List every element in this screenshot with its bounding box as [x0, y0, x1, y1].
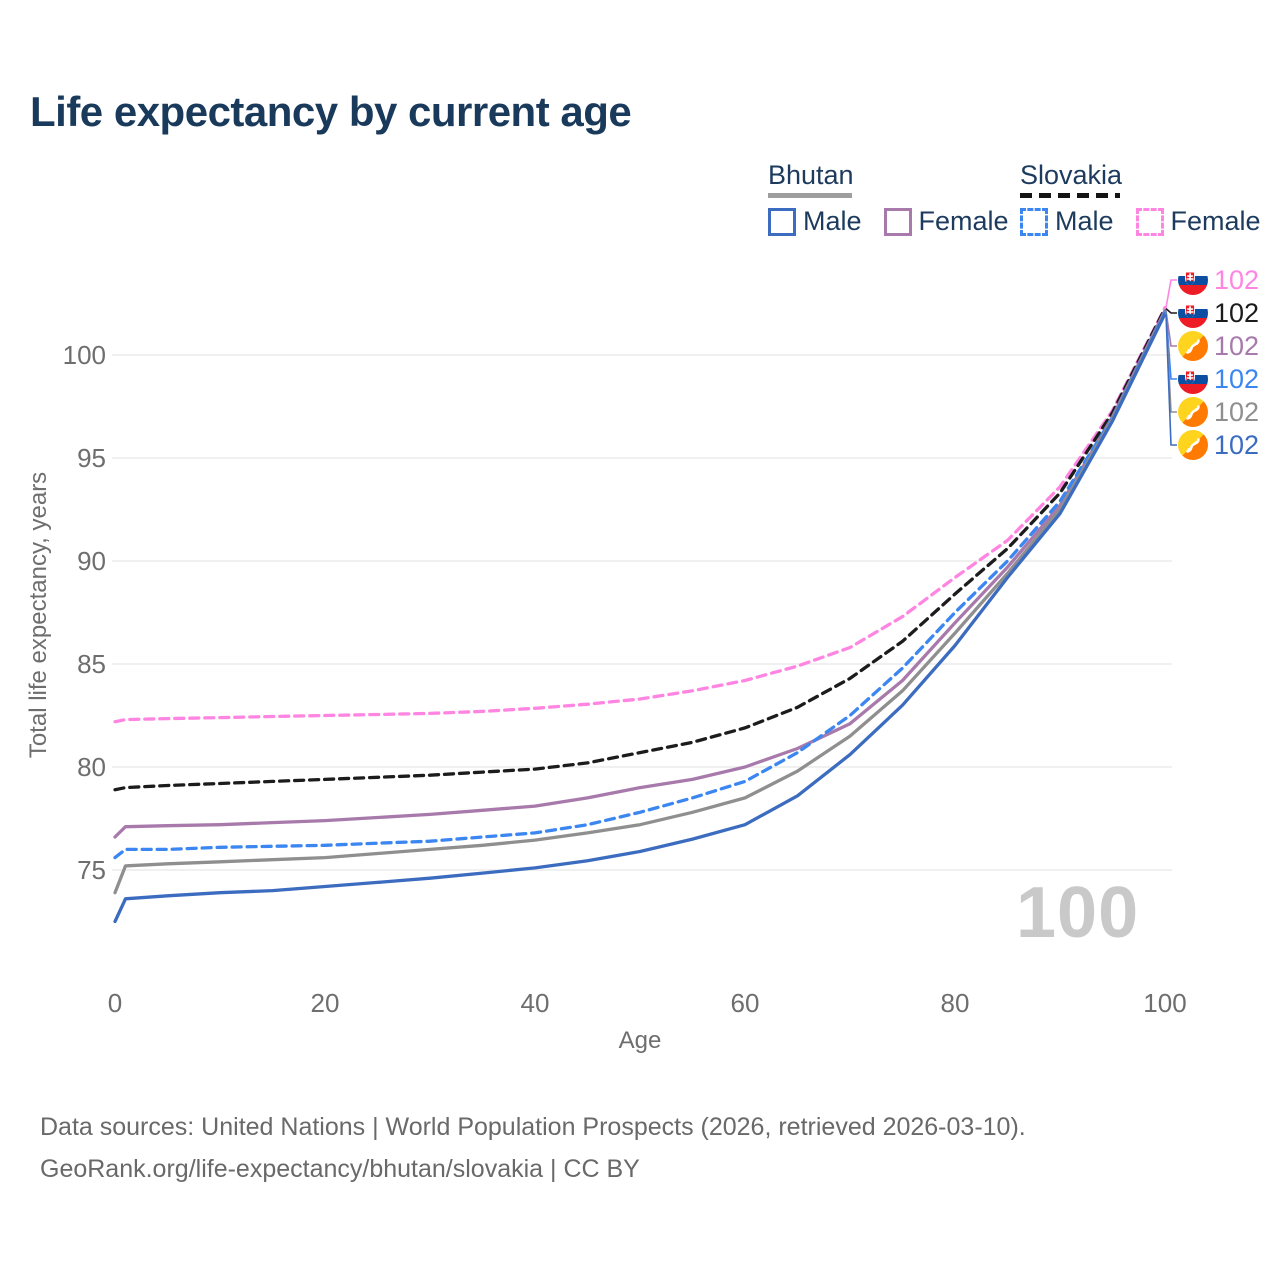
- x-tick-100: 100: [1143, 988, 1186, 1018]
- y-axis-ticks: 75 80 85 90 95 100: [63, 340, 106, 885]
- y-tick-90: 90: [77, 546, 106, 576]
- end-value-bhutan-female: 102: [1214, 331, 1259, 361]
- series-line-slovakia-male[interactable]: [113, 310, 1167, 860]
- legend: Bhutan Male Female Slovakia Male Female: [0, 160, 1280, 240]
- slovakia-male-swatch-icon: [1020, 207, 1048, 236]
- page-title: Life expectancy by current age: [30, 88, 632, 135]
- slovakia-dashed-line-swatch: [1020, 193, 1120, 198]
- x-tick-40: 40: [521, 988, 550, 1018]
- gridlines: [112, 354, 1172, 871]
- legend-group-slovakia-label: Slovakia: [1020, 160, 1123, 190]
- legend-item-slovakia-female[interactable]: Female: [1135, 206, 1261, 237]
- bhutan-male-swatch-icon: [768, 207, 796, 236]
- slovakia-flag-icon: [1178, 298, 1208, 328]
- end-value-slovakia-female: 102: [1214, 265, 1259, 295]
- series-line-slovakia-both[interactable]: [113, 306, 1167, 792]
- footer-attribution: GeoRank.org/life-expectancy/bhutan/slova…: [40, 1155, 640, 1183]
- legend-item-label: Female: [918, 206, 1009, 236]
- end-label-connector-slovakia-female: [1165, 279, 1177, 308]
- end-value-bhutan-male: 102: [1214, 430, 1259, 460]
- y-tick-100: 100: [63, 340, 106, 370]
- bhutan-flag-icon: [1178, 331, 1208, 361]
- series-line-bhutan-female[interactable]: [113, 309, 1167, 839]
- slovakia-flag-icon: [1178, 265, 1208, 295]
- y-tick-80: 80: [77, 752, 106, 782]
- legend-item-label: Male: [1055, 206, 1114, 236]
- legend-item-bhutan-female[interactable]: Female: [883, 206, 1009, 237]
- end-value-slovakia-male: 102: [1214, 364, 1259, 394]
- legend-item-bhutan-male[interactable]: Male: [768, 206, 862, 237]
- x-tick-80: 80: [941, 988, 970, 1018]
- slovakia-flag-icon: [1178, 364, 1208, 394]
- end-label-connector-bhutan-male: [1165, 313, 1177, 446]
- x-tick-20: 20: [311, 988, 340, 1018]
- legend-item-label: Female: [1170, 206, 1261, 236]
- bhutan-flag-icon: [1178, 430, 1208, 460]
- legend-group-bhutan-label: Bhutan: [768, 160, 854, 190]
- footer-data-sources: Data sources: United Nations | World Pop…: [40, 1113, 1026, 1141]
- bhutan-flag-icon: [1178, 397, 1208, 427]
- x-axis-ticks: 0 20 40 60 80 100: [108, 988, 1187, 1018]
- end-label-connector-bhutan-female: [1165, 310, 1177, 347]
- end-value-bhutan-both: 102: [1214, 397, 1259, 427]
- y-axis-title: Total life expectancy, years: [25, 472, 52, 758]
- x-tick-60: 60: [731, 988, 760, 1018]
- bhutan-solid-line-swatch: [768, 193, 852, 198]
- slovakia-female-swatch-icon: [1135, 207, 1164, 236]
- legend-item-label: Male: [803, 206, 862, 236]
- footer: Data sources: United Nations | World Pop…: [40, 1106, 1026, 1190]
- series-lines: [113, 305, 1167, 924]
- y-tick-75: 75: [77, 855, 106, 885]
- series-line-slovakia-female[interactable]: [113, 305, 1167, 724]
- legend-group-bhutan: Bhutan Male Female: [768, 160, 1031, 237]
- x-tick-0: 0: [108, 988, 122, 1018]
- x-axis-title: Age: [619, 1027, 662, 1054]
- series-line-bhutan-male[interactable]: [113, 312, 1167, 924]
- legend-item-slovakia-male[interactable]: Male: [1020, 206, 1114, 237]
- series-end-labels: 102 102 102 102: [1165, 265, 1259, 460]
- hover-age-watermark: 100: [1016, 873, 1140, 953]
- end-value-slovakia-both: 102: [1214, 298, 1259, 328]
- legend-group-slovakia: Slovakia Male Female: [1020, 160, 1280, 237]
- series-line-bhutan-both[interactable]: [113, 311, 1167, 895]
- y-tick-85: 85: [77, 649, 106, 679]
- bhutan-female-swatch-icon: [883, 207, 912, 236]
- y-tick-95: 95: [77, 443, 106, 473]
- end-label-connector-slovakia-both: [1165, 307, 1177, 314]
